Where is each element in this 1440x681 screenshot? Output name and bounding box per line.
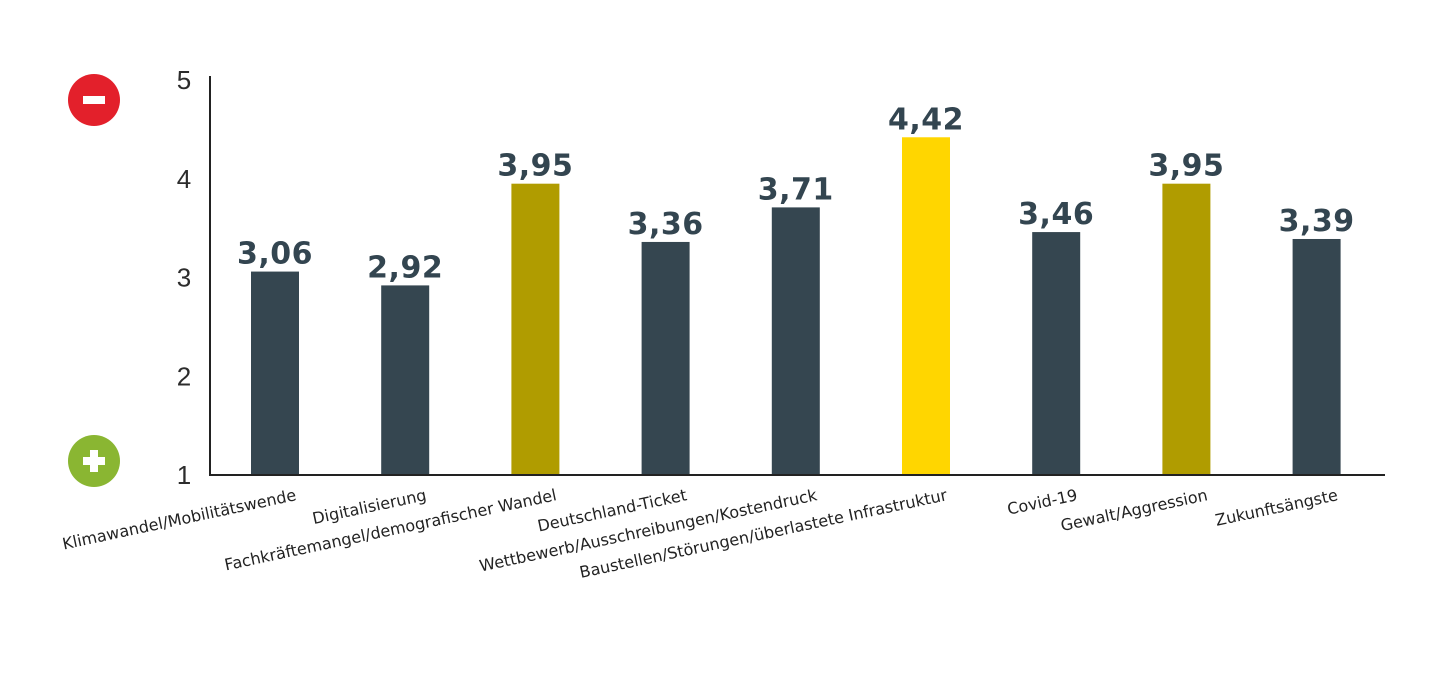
- minus-circle-icon: [68, 74, 120, 126]
- y-tick-label: 4: [177, 164, 191, 194]
- bar: [1292, 238, 1341, 475]
- bar: [771, 207, 820, 475]
- bar-value-label: 3,06: [237, 237, 313, 272]
- bar: [902, 137, 950, 475]
- bar-value-label: 4,42: [888, 102, 964, 137]
- bar: [1162, 183, 1211, 475]
- y-tick-label: 3: [177, 263, 191, 293]
- bar: [511, 183, 560, 475]
- scale-markers: [68, 74, 120, 487]
- category-label: Zukunftsängste: [1214, 485, 1340, 530]
- bar-value-label: 3,46: [1018, 197, 1094, 232]
- bar: [641, 241, 690, 475]
- bar-value-label: 3,71: [758, 172, 834, 207]
- y-tick-label: 1: [177, 460, 191, 490]
- plus-circle-icon: [68, 435, 120, 487]
- bar-value-label: 3,95: [497, 149, 573, 184]
- category-labels: Klimawandel/Mobilitätswende Digitalisieru…: [61, 485, 1340, 582]
- y-tick-label: 2: [177, 361, 191, 391]
- bar-value-label: 3,95: [1148, 149, 1224, 184]
- value-labels: 3,06 2,92 3,95 3,36 3,71 4,42 3,46 3,95 3,39: [237, 102, 1355, 285]
- bar: [251, 271, 299, 475]
- bar: [381, 285, 430, 475]
- y-tick-label: 5: [177, 65, 191, 95]
- bar-value-label: 2,92: [367, 250, 443, 285]
- category-label: Klimawandel/Mobilitätswende: [61, 485, 298, 553]
- bar: [1032, 232, 1081, 475]
- y-axis-ticks: 1 2 3 4 5: [177, 65, 191, 490]
- bar-value-label: 3,39: [1279, 204, 1355, 239]
- category-label: Gewalt/Aggression: [1059, 485, 1209, 535]
- bar-value-label: 3,36: [628, 207, 704, 242]
- bars: [251, 137, 1341, 475]
